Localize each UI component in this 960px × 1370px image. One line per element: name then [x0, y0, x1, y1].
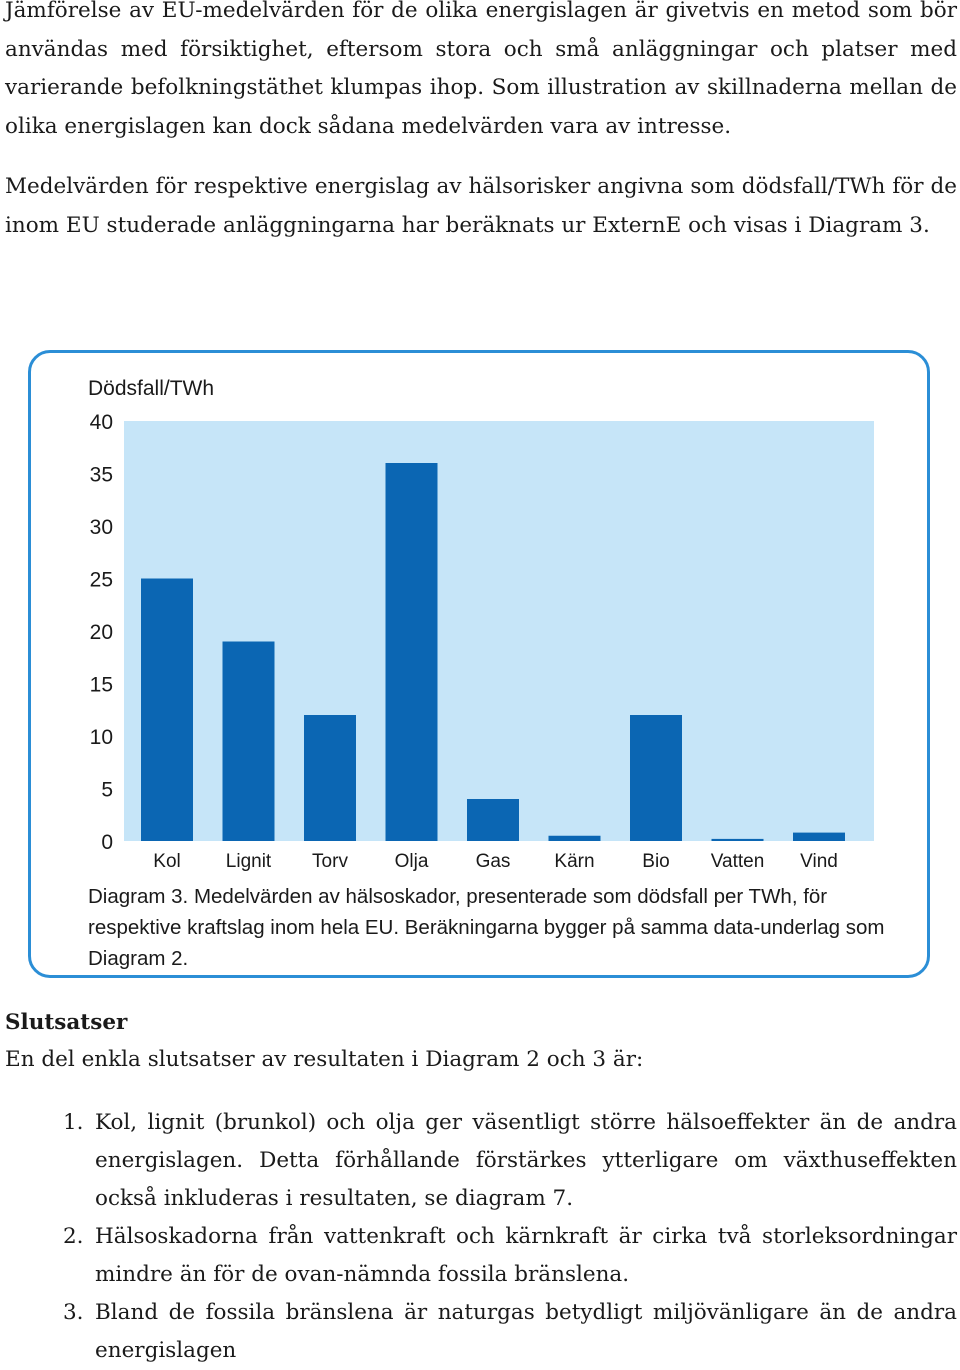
y-tick-label: 5 — [101, 779, 113, 802]
list-item-text: Bland de fossila bränslena är naturgas b… — [95, 1300, 957, 1363]
x-tick-label: Vind — [800, 851, 838, 872]
figure-caption: Diagram 3. Medelvärden av hälsoskador, p… — [88, 885, 885, 970]
list-item: 1. Kol, lignit (brunkol) och olja ger vä… — [0, 1104, 960, 1218]
x-tick-label: Gas — [476, 851, 511, 872]
x-tick-label: Bio — [642, 851, 669, 872]
bar-chart: Dödsfall/TWh 0 5 10 15 20 25 30 35 40 Kol Lignit Tor… — [88, 377, 874, 872]
y-tick-label: 30 — [90, 516, 113, 539]
list-item-number: 2. — [63, 1224, 84, 1249]
x-tick-label: Lignit — [226, 851, 272, 872]
chart-layer: Dödsfall/TWh 0 5 10 15 20 25 30 35 40 Kol Lignit Tor… — [88, 377, 874, 872]
x-tick-label: Kärn — [554, 851, 594, 872]
bar — [467, 799, 519, 841]
y-tick-label: 0 — [101, 831, 113, 854]
method-paragraph: Medelvärden för respektive energislag av… — [5, 174, 957, 238]
conclusions-heading: Slutsatser — [5, 1010, 128, 1035]
list-item-text: Kol, lignit (brunkol) och olja ger väsen… — [95, 1110, 957, 1211]
list-item-text: Hälsoskadorna från vattenkraft och kärnk… — [95, 1224, 957, 1287]
x-tick-label: Torv — [312, 851, 348, 872]
x-tick-label: Kol — [153, 851, 180, 872]
x-tick-label: Olja — [395, 851, 429, 872]
list-item: 2. Hälsoskadorna från vattenkraft och kä… — [0, 1218, 960, 1294]
x-tick-label: Vatten — [711, 851, 765, 872]
bar — [222, 641, 275, 841]
intro-paragraph: Jämförelse av EU-medelvärden för de olik… — [5, 0, 957, 139]
bar — [304, 715, 356, 841]
y-tick-label: 20 — [90, 621, 113, 644]
bar — [711, 838, 764, 841]
diagram-3-figure: Dödsfall/TWh 0 5 10 15 20 25 30 35 40 Kol Lignit Tor… — [28, 350, 930, 978]
list-item-number: 3. — [63, 1300, 84, 1325]
y-tick-label: 40 — [90, 411, 113, 434]
bar — [793, 832, 845, 841]
y-tick-label: 15 — [90, 674, 113, 697]
list-item-number: 1. — [63, 1110, 84, 1135]
bar — [141, 578, 193, 841]
bar — [630, 715, 682, 841]
conclusions-intro: En del enkla slutsatser av resultaten i … — [5, 1047, 644, 1072]
y-tick-label: 35 — [90, 464, 113, 487]
y-tick-label: 10 — [90, 726, 113, 749]
bar — [548, 835, 601, 841]
bar — [385, 463, 438, 841]
conclusions-list: 1. Kol, lignit (brunkol) och olja ger vä… — [0, 1104, 960, 1370]
y-tick-label: 25 — [90, 569, 113, 592]
list-item: 3. Bland de fossila bränslena är naturga… — [0, 1294, 960, 1370]
y-axis-title: Dödsfall/TWh — [88, 377, 214, 400]
